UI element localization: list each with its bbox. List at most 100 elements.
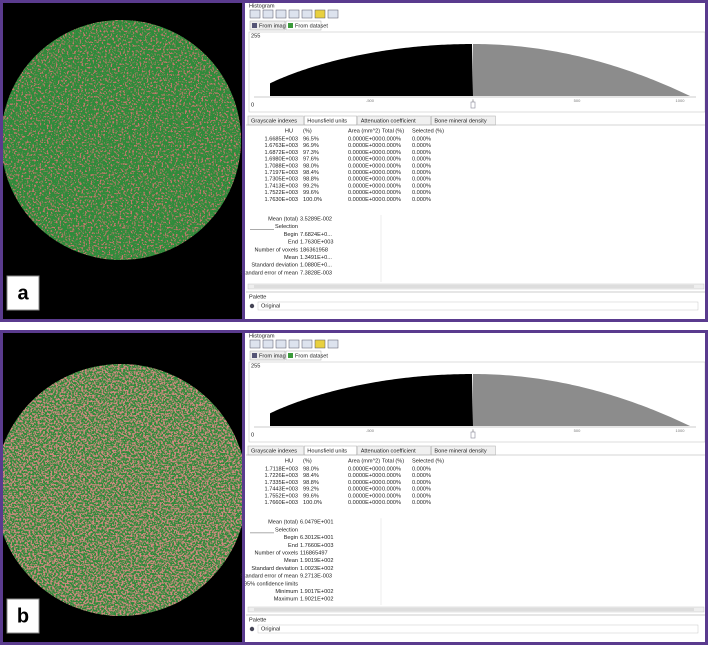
label-box [6,598,40,634]
table-cell: 98.4% [303,473,319,479]
stat-value: 1.9021E+002 [300,597,333,603]
table-cell: 98.0% [303,466,319,472]
palette-title: Palette [249,617,266,623]
histogram-dark [270,374,473,426]
palette-field [257,301,699,311]
palette-item: Original [261,303,280,309]
table-cell: 0.000% [412,170,431,176]
histogram-x-tick: 0 [472,98,475,103]
palette-field [257,624,699,634]
table-cell: 0.0000E+000 [348,177,381,183]
measure-tab-label: Bone mineral density [434,448,486,454]
stat-label: Mean (total) [268,520,298,526]
stat-value: 1.0023E+002 [300,566,333,572]
table-cell: 98.4% [303,170,319,176]
table-cell: 0.000% [382,500,401,506]
stat-label: Standard error of mean [240,574,298,580]
table-cell: 0.000% [382,197,401,203]
toolbar-icon [288,339,300,349]
table-cell: 1.6980E+003 [265,157,298,163]
table-cell: 1.7552E+003 [265,493,298,499]
table-cell: 0.0000E+000 [348,136,381,142]
image [2,364,242,616]
histogram-y-top: 255 [251,33,260,39]
table-cell: 97.3% [303,150,319,156]
table-cell: 1.7413E+003 [265,183,298,189]
stat-value: 1.9019E+002 [300,558,333,564]
table-cell: 98.8% [303,177,319,183]
table-cell: 1.7660E+003 [265,500,298,506]
table-cell: 0.000% [412,143,431,149]
measure-tab-label: Hounsfield units [307,448,347,454]
stat-label: Mean [284,255,298,261]
stat-value: 1.7660E+003 [300,543,333,549]
slider [470,101,476,109]
table-cell: 99.6% [303,493,319,499]
histogram-tab-label: From dataset [295,353,328,359]
table-cell: 0.0000E+000 [348,170,381,176]
table-cell: 0.000% [382,480,401,486]
stat-value: 3.5289E-002 [300,216,332,222]
stat-label: Standard deviation [251,566,298,572]
histogram-title: Histogram [249,3,275,9]
stat-label: Number of voxels [254,247,298,253]
histogram-tab [285,20,322,31]
table-cell: 0.000% [382,143,401,149]
histogram-tab-label: From image [259,23,289,29]
table-cell: 1.6763E+003 [265,143,298,149]
stat-label: End [288,543,298,549]
stat-value: 186361958 [300,247,328,253]
panel-label: b [17,605,29,627]
stat-value: 1.3491E+0... [300,255,332,261]
table-cell: 0.000% [412,163,431,169]
table-cell: 0.0000E+000 [348,150,381,156]
histogram-tab-label: From image [259,353,289,359]
histogram-x-tick: 1000 [676,428,686,433]
histogram-x-tick: 500 [574,428,581,433]
table-cell: 0.000% [382,473,401,479]
stat-label: Mean [284,558,298,564]
table-cell: 99.2% [303,183,319,189]
toolbar-icon [275,9,287,19]
toolbar-icon [314,9,326,19]
toolbar-icon [249,339,261,349]
table-cell: 100.0% [303,197,322,203]
table-cell: 0.000% [382,163,401,169]
table-header: Selected (%) [412,458,444,464]
stat-label: Selection [275,527,298,533]
table-header: (%) [303,458,312,464]
table-header: Total (%) [382,458,404,464]
table-header: HU [285,128,293,134]
toolbar-icon [301,339,313,349]
table-cell: 1.7630E+003 [265,197,298,203]
table-cell: 0.000% [382,487,401,493]
table-cell: 100.0% [303,500,322,506]
stat-label: Standard error of mean [240,270,298,276]
toolbar-icon [275,339,287,349]
stat-value: 9.2713E-003 [300,574,332,580]
table-cell: 99.2% [303,487,319,493]
table-cell: 0.0000E+000 [348,493,381,499]
table-cell: 0.000% [382,177,401,183]
table-cell: 0.000% [412,136,431,142]
histogram-tab [249,350,286,361]
table-cell: 0.0000E+000 [348,473,381,479]
image [2,20,241,260]
table-cell: 0.0000E+000 [348,183,381,189]
toolbar-icon [327,9,339,19]
table-cell: 0.000% [382,183,401,189]
palette-item: Original [261,626,280,632]
histogram-x-tick: -500 [366,98,375,103]
table-cell: 1.7443E+003 [265,487,298,493]
stat-label: Number of voxels [254,550,298,556]
palette-icon [249,626,255,632]
stat-value: 116865497 [300,550,328,556]
table-cell: 97.6% [303,157,319,163]
table-header: Area (mm^2) [348,458,380,464]
histogram-x-tick: 0 [472,428,475,433]
panel-border [0,0,708,322]
stat-value: 7.6824E+0... [300,232,332,238]
table-cell: 1.7118E+003 [265,466,298,472]
table-cell: 1.6685E+003 [265,136,298,142]
toolbar-icon [301,9,313,19]
